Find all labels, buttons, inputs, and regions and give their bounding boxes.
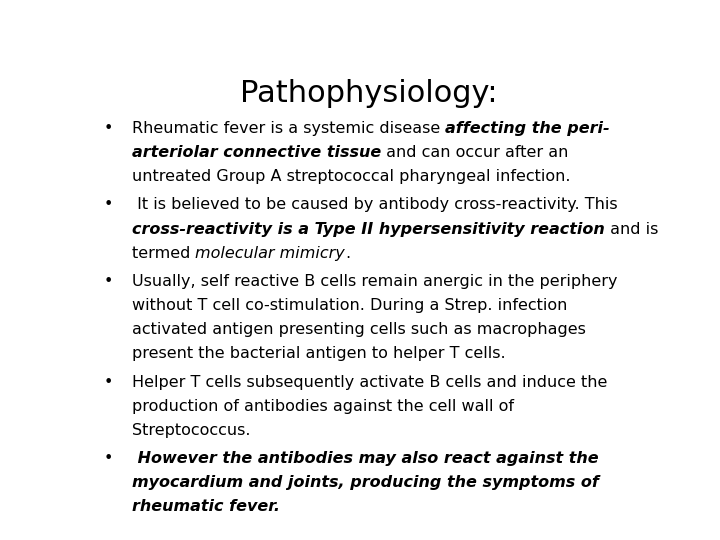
Text: Usually, self reactive B cells remain anergic in the periphery: Usually, self reactive B cells remain an… — [132, 274, 617, 289]
Text: •: • — [104, 375, 113, 389]
Text: Helper T cells subsequently activate B cells and induce the: Helper T cells subsequently activate B c… — [132, 375, 607, 389]
Text: and is: and is — [605, 221, 658, 237]
Text: activated antigen presenting cells such as macrophages: activated antigen presenting cells such … — [132, 322, 586, 337]
Text: rheumatic fever.: rheumatic fever. — [132, 500, 280, 514]
Text: arteriolar connective tissue: arteriolar connective tissue — [132, 145, 381, 160]
Text: .: . — [345, 246, 350, 261]
Text: Streptococcus.: Streptococcus. — [132, 423, 251, 438]
Text: molecular mimicry: molecular mimicry — [195, 246, 345, 261]
Text: present the bacterial antigen to helper T cells.: present the bacterial antigen to helper … — [132, 346, 505, 361]
Text: untreated Group A streptococcal pharyngeal infection.: untreated Group A streptococcal pharynge… — [132, 169, 570, 184]
Text: without T cell co-stimulation. During a Strep. infection: without T cell co-stimulation. During a … — [132, 298, 567, 313]
Text: termed: termed — [132, 246, 195, 261]
Text: cross-reactivity is a Type II hypersensitivity reaction: cross-reactivity is a Type II hypersensi… — [132, 221, 605, 237]
Text: It is believed to be caused by antibody cross-reactivity. This: It is believed to be caused by antibody … — [132, 198, 618, 212]
Text: •: • — [104, 274, 113, 289]
Text: •: • — [104, 198, 113, 212]
Text: Pathophysiology:: Pathophysiology: — [240, 79, 498, 109]
Text: and can occur after an: and can occur after an — [381, 145, 569, 160]
Text: •: • — [104, 121, 113, 136]
Text: production of antibodies against the cell wall of: production of antibodies against the cel… — [132, 399, 514, 414]
Text: affecting the peri-: affecting the peri- — [445, 121, 610, 136]
Text: •: • — [104, 451, 113, 466]
Text: Rheumatic fever is a systemic disease: Rheumatic fever is a systemic disease — [132, 121, 445, 136]
Text: However the antibodies may also react against the: However the antibodies may also react ag… — [132, 451, 598, 466]
Text: myocardium and joints, producing the symptoms of: myocardium and joints, producing the sym… — [132, 475, 599, 490]
